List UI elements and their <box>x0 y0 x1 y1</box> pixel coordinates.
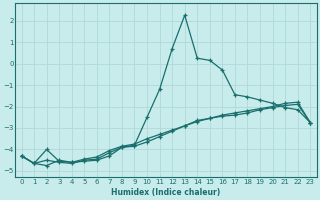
X-axis label: Humidex (Indice chaleur): Humidex (Indice chaleur) <box>111 188 220 197</box>
